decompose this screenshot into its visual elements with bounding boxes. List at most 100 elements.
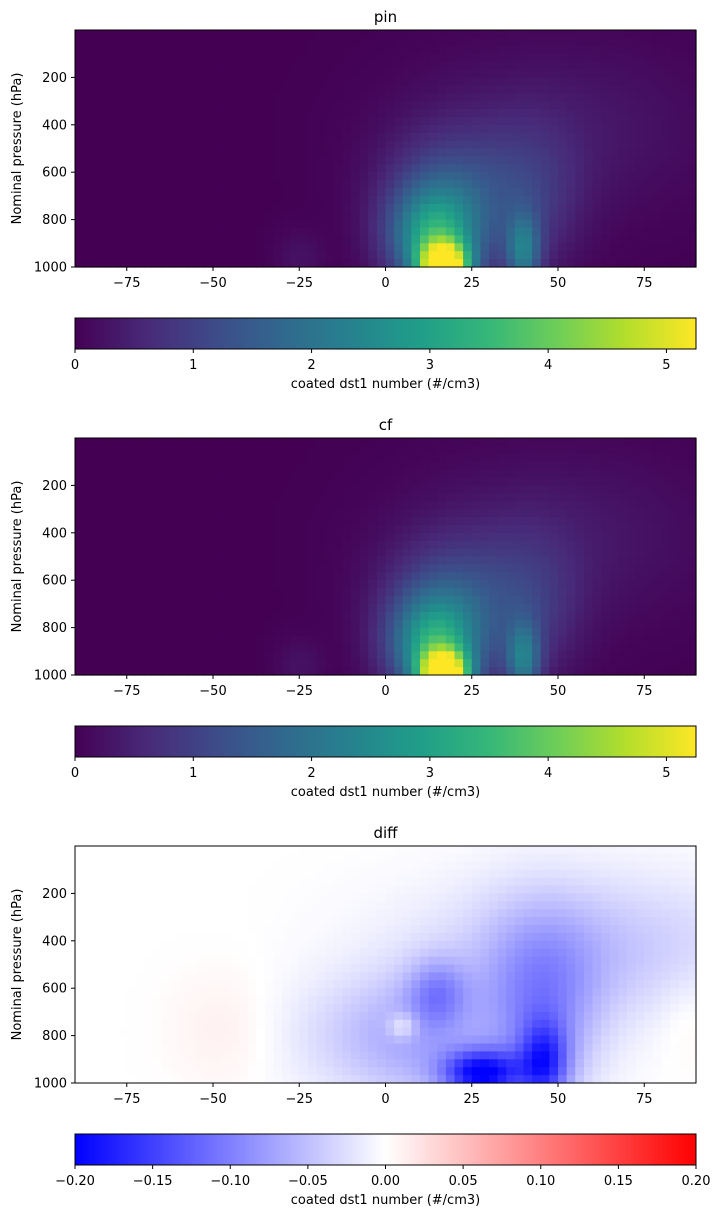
heatmap-cell: [411, 485, 421, 494]
heatmap-cell: [558, 188, 568, 197]
heatmap-cell: [333, 643, 343, 652]
heatmap-cell: [540, 627, 550, 637]
heatmap-cell: [238, 45, 249, 55]
heatmap-cell: [627, 611, 637, 621]
heatmap-cell: [144, 195, 154, 205]
heatmap-cell: [583, 438, 594, 447]
heatmap-cell: [368, 53, 378, 63]
heatmap-cell: [333, 164, 343, 173]
heatmap-cell: [644, 540, 654, 550]
heatmap-cell: [489, 438, 499, 447]
heatmap-cell: [187, 853, 197, 863]
heatmap-cell: [540, 69, 550, 78]
heatmap-cell: [75, 493, 85, 502]
heatmap-cell: [230, 940, 240, 950]
heatmap-cell: [342, 235, 352, 244]
heatmap-cell: [307, 572, 318, 581]
heatmap-cell: [135, 948, 145, 958]
y-tick-label: 400: [42, 118, 67, 133]
heatmap-cell: [187, 885, 197, 894]
heatmap-cell: [83, 667, 93, 676]
heatmap-cell: [161, 524, 171, 534]
heatmap-cell: [635, 572, 645, 581]
heatmap-cell: [514, 45, 525, 55]
heatmap-cell: [126, 69, 136, 78]
heatmap-cell: [109, 211, 119, 221]
heatmap-cell: [256, 164, 266, 173]
heatmap-cell: [540, 37, 550, 47]
heatmap-cell: [256, 493, 266, 502]
heatmap-cell: [187, 988, 197, 997]
heatmap-cell: [135, 438, 145, 447]
heatmap-cell: [652, 203, 663, 213]
heatmap-cell: [333, 453, 343, 463]
heatmap-cell: [489, 30, 499, 39]
colorbar-tick-label: 3: [426, 358, 434, 373]
heatmap-cell: [445, 203, 456, 213]
heatmap-cell: [428, 85, 438, 94]
heatmap-cell: [420, 156, 430, 165]
colorbar-label: coated dst1 number (#/cm3): [291, 785, 480, 800]
heatmap-cell: [152, 195, 162, 205]
heatmap-cell: [204, 925, 214, 934]
heatmap-cell: [187, 893, 197, 902]
heatmap-cell: [100, 148, 111, 157]
heatmap-cell: [92, 885, 102, 894]
heatmap-cell: [75, 869, 85, 879]
heatmap-cell: [652, 588, 663, 597]
heatmap-cell: [187, 1019, 197, 1029]
heatmap-cell: [247, 69, 257, 78]
heatmap-cell: [290, 140, 300, 150]
heatmap-cell: [540, 524, 550, 534]
heatmap-cell: [342, 469, 352, 479]
heatmap-cell: [247, 235, 257, 244]
heatmap-cell: [359, 61, 369, 71]
heatmap-cell: [178, 485, 188, 494]
heatmap-cell: [497, 438, 507, 447]
heatmap-cell: [670, 69, 680, 78]
heatmap-cell: [652, 37, 663, 47]
heatmap-cell: [437, 524, 447, 534]
heatmap-cell: [670, 493, 680, 502]
heatmap-cell: [264, 438, 274, 447]
heatmap-cell: [549, 180, 559, 189]
heatmap-cell: [489, 188, 499, 197]
heatmap-cell: [238, 901, 249, 910]
heatmap-cell: [644, 588, 654, 597]
heatmap-cell: [118, 885, 128, 894]
heatmap-cell: [549, 635, 559, 644]
heatmap-cell: [618, 243, 628, 252]
heatmap-cell: [238, 140, 249, 150]
heatmap-cell: [325, 53, 335, 63]
heatmap-cell: [325, 580, 335, 589]
heatmap-cell: [575, 611, 585, 621]
heatmap-cell: [532, 548, 542, 558]
heatmap-cell: [135, 445, 145, 455]
heatmap-cell: [428, 588, 438, 597]
heatmap-cell: [144, 964, 154, 973]
heatmap-cell: [333, 588, 343, 597]
heatmap-cell: [420, 548, 430, 558]
heatmap-cell: [644, 532, 654, 542]
heatmap-cell: [299, 219, 309, 229]
heatmap-cell: [282, 469, 292, 479]
heatmap-cell: [471, 164, 481, 173]
heatmap-cell: [299, 37, 309, 47]
heatmap-cell: [100, 1067, 111, 1076]
heatmap-cell: [489, 37, 499, 47]
heatmap-cell: [152, 1051, 162, 1060]
heatmap-cell: [109, 635, 119, 644]
heatmap-cell: [368, 461, 378, 471]
heatmap-cell: [213, 227, 223, 236]
heatmap-cell: [213, 101, 223, 110]
heatmap-cell: [238, 853, 249, 863]
heatmap-cell: [445, 195, 456, 205]
heatmap-cell: [618, 532, 628, 542]
heatmap-cell: [118, 77, 128, 86]
heatmap-cell: [204, 235, 214, 244]
heatmap-cell: [394, 635, 404, 644]
heatmap-cell: [273, 477, 283, 486]
heatmap-cell: [83, 219, 93, 229]
heatmap-cell: [83, 251, 93, 260]
heatmap-cell: [592, 659, 602, 668]
